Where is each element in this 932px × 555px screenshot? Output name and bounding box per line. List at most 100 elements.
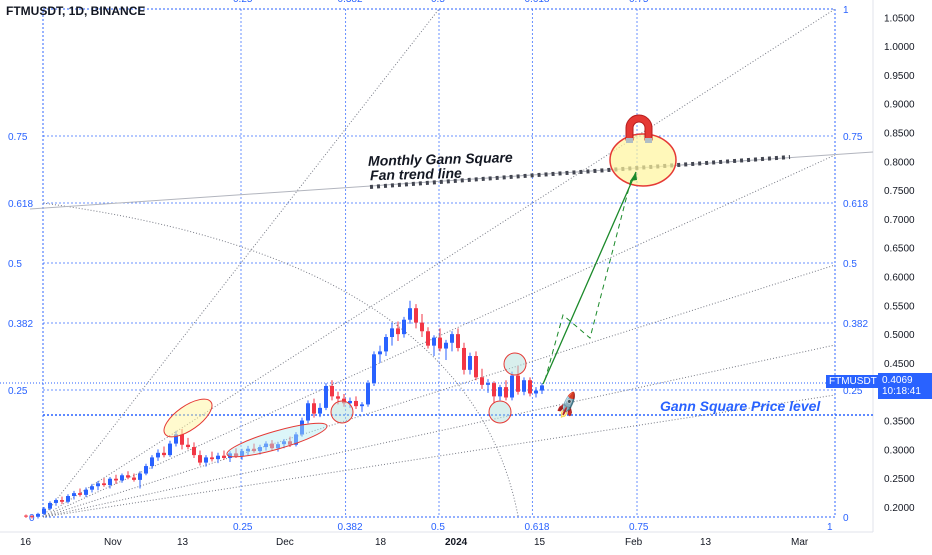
candle-body [468,356,472,370]
candle-body [102,483,106,486]
highlight-ellipse [226,422,328,458]
last-price-box: 0.4069 10:18:41 [878,373,932,399]
projection-arrowhead [630,172,637,181]
candle-body [366,383,370,405]
candle-body [150,457,154,467]
candle-body [222,455,226,458]
gann-bottom-label: 0.25 [233,522,253,533]
candle-body [354,400,358,407]
candle-body [66,496,70,502]
candle-body [48,502,52,509]
candle-body [186,444,190,448]
candle-body [486,383,490,385]
bar-countdown: 10:18:41 [882,386,921,397]
candle-body [42,508,46,514]
candle-body [120,475,124,481]
price-axis-tick: 0.8000 [884,157,915,168]
candle-body [78,493,82,495]
candle-body [264,443,268,448]
candle-body [60,500,64,502]
candle-body [216,455,220,460]
candle-body [156,452,160,458]
gann-level-label-right: 0.25 [843,386,863,397]
candle-body [174,434,178,444]
candle-body [72,493,76,497]
candle-body [96,483,100,487]
candle-body [462,347,466,370]
price-axis-tick: 0.6500 [884,244,915,255]
candle-body [306,403,310,421]
candle-body [108,478,112,486]
price-axis-tick: 0.5500 [884,301,915,312]
gann-level-label-right: 1 [843,5,849,16]
candle-body [252,448,256,452]
candle-body [432,337,436,346]
gann-level-label-left: 0.5 [8,259,22,270]
candle-body [414,308,418,323]
time-axis-tick: Mar [791,537,809,548]
gann-level-label-left: 0.618 [8,199,33,210]
gann-level-label-right: 0.75 [843,132,863,143]
candle-body [168,443,172,456]
candle-body [384,337,388,352]
price-axis-tick: 0.3500 [884,417,915,428]
candle-body [126,475,130,478]
time-axis-tick: 2024 [445,537,468,548]
candle-body [204,457,208,463]
candle-body [162,452,166,456]
candle-body [522,380,526,392]
gann-price-level-label: Gann Square Price level [660,398,821,414]
candle-body [336,396,340,399]
symbol-tag: FTMUSDT [826,375,880,388]
price-axis-tick: 0.7500 [884,186,915,197]
candle-body [480,377,484,385]
price-axis-tick: 0.8500 [884,129,915,140]
candle-body [114,478,118,481]
candle-body [282,441,286,445]
price-axis-tick: 0.9000 [884,100,915,111]
candle-body [246,448,250,452]
candle-body [36,513,40,517]
highlight-ellipse [163,398,213,438]
candle-body [24,515,28,517]
gann-level-label-right: 0.382 [843,319,868,330]
candle-body [192,447,196,456]
gann-arc [42,202,519,518]
candle-body [234,453,238,457]
gann-bottom-label: 0.382 [338,522,363,533]
candle-body [270,443,274,449]
candle-body [456,334,460,348]
candle-body [444,342,448,349]
price-axis-tick: 1.0500 [884,13,915,24]
price-axis-tick: 0.7000 [884,215,915,226]
magnet-tip [626,138,633,143]
candle-body [438,337,442,349]
projection-path-dashed [544,179,632,381]
candle-body [360,404,364,407]
candle-body [180,434,184,445]
candle-body [300,420,304,435]
gann-fan-line [42,264,836,518]
candle-body [408,308,412,320]
candle-body [240,451,244,457]
candle-body [312,403,316,414]
candle-body [132,477,136,480]
chart-title: FTMUSDT, 1D, BINANCE [6,4,146,18]
candle-body [144,466,148,474]
highlight-circle [330,400,354,424]
candle-body [318,407,322,414]
candle-body [324,385,328,408]
gann-top-label: 0.618 [524,0,549,5]
candle-body [492,383,496,397]
gann-level-label-right: 0.618 [843,199,868,210]
target-circle [609,133,677,187]
price-axis-tick: 0.2000 [884,503,915,514]
gann-fan-line [42,344,836,518]
gann-bottom-label: 0.75 [629,522,649,533]
gann-level-label-left: 0.382 [8,319,33,330]
candle-body [534,390,538,394]
candle-body [426,331,430,346]
candle-body [258,447,262,452]
